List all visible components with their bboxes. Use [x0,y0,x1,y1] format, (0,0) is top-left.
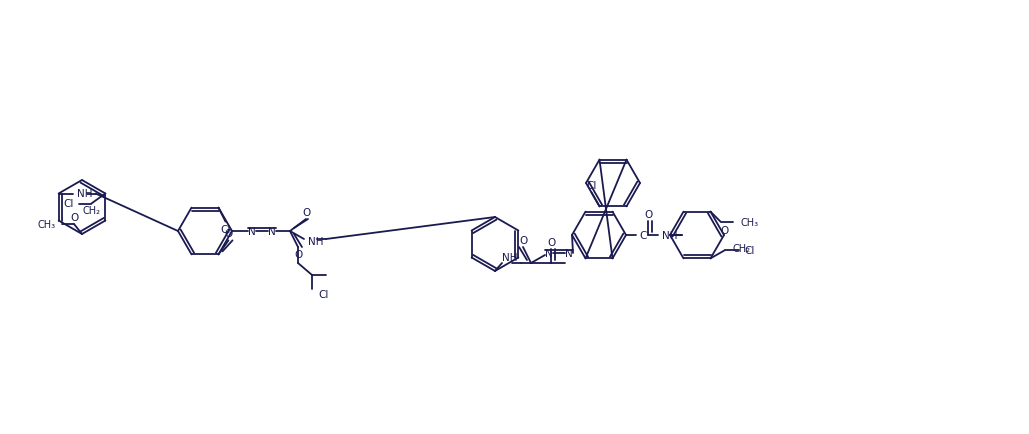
Text: O: O [720,225,729,235]
Text: O: O [519,236,527,246]
Text: NH: NH [662,230,677,240]
Text: Cl: Cl [318,289,328,299]
Text: NH: NH [502,253,518,263]
Text: N: N [248,227,256,237]
Text: CH₂: CH₂ [733,244,750,254]
Text: O: O [644,210,652,220]
Text: Cl: Cl [745,246,755,256]
Text: O: O [301,207,310,217]
Text: O: O [294,250,303,260]
Text: O: O [70,213,78,223]
Text: CH₂: CH₂ [82,206,101,216]
Text: Cl: Cl [220,224,230,234]
Text: NH: NH [76,189,93,199]
Text: NH: NH [308,237,323,247]
Text: N: N [545,248,553,258]
Text: Cl: Cl [587,181,597,191]
Text: C: C [639,230,646,240]
Text: CH₃: CH₃ [741,217,758,227]
Text: CH₃: CH₃ [38,220,56,230]
Text: Cl: Cl [63,199,73,209]
Text: N: N [565,248,573,258]
Text: N: N [269,227,276,237]
Text: O: O [224,229,233,239]
Text: O: O [546,237,555,247]
